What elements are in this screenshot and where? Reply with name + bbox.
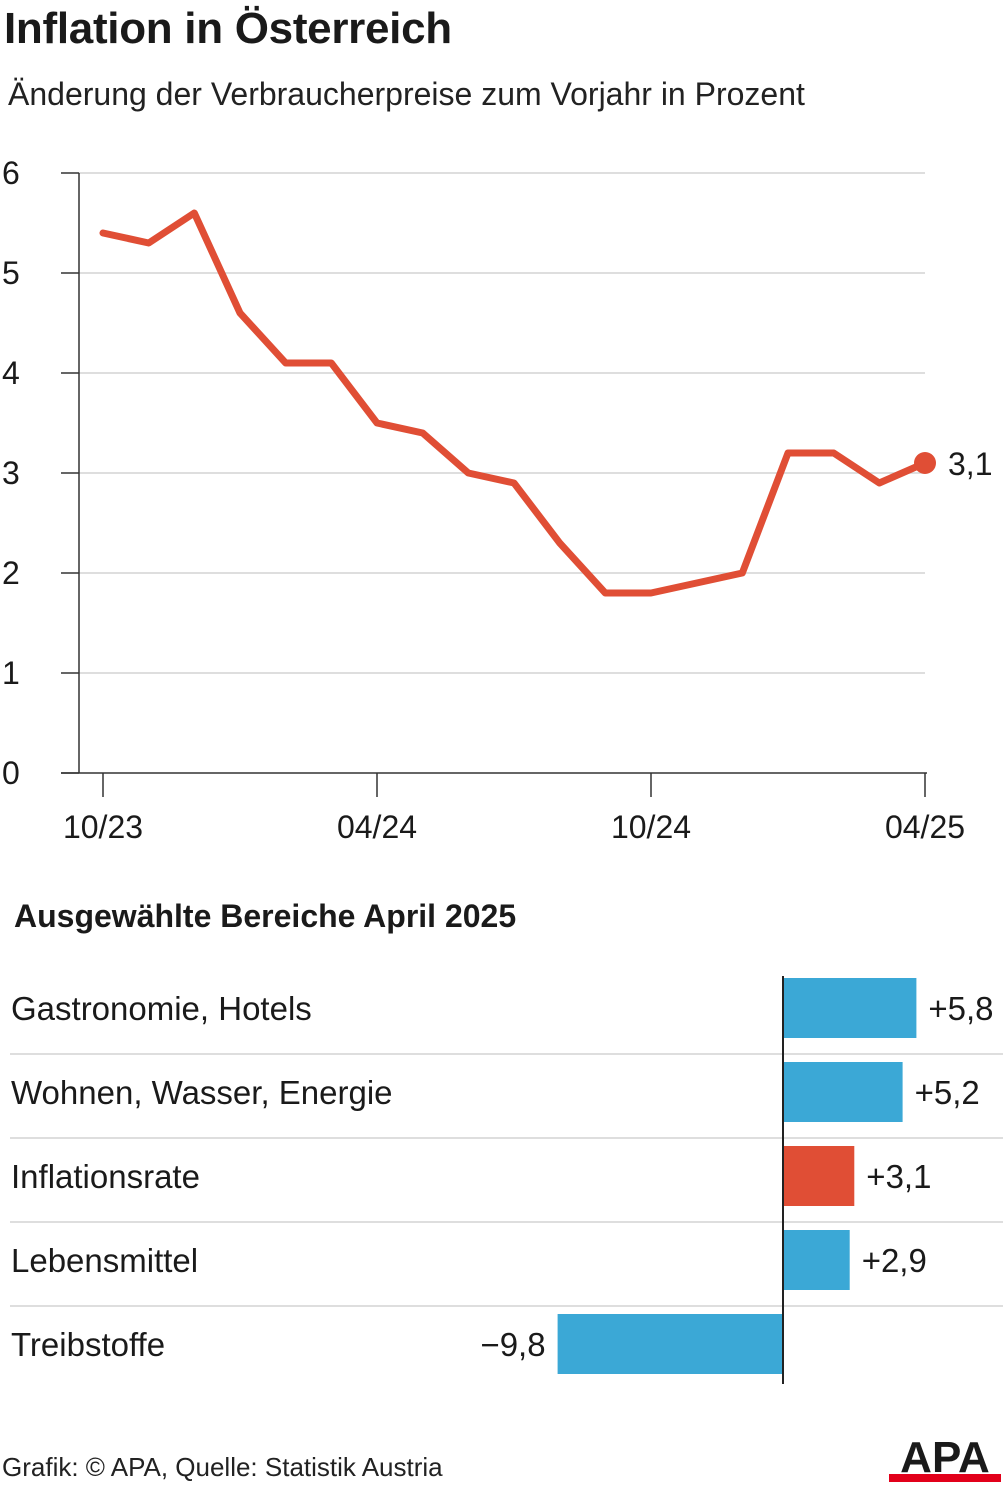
y-tick-label: 3 bbox=[2, 455, 20, 491]
y-tick-label: 4 bbox=[2, 355, 20, 391]
bar-category-label: Wohnen, Wasser, Energie bbox=[11, 1074, 393, 1111]
bar bbox=[557, 1314, 783, 1374]
y-tick-label: 0 bbox=[2, 755, 20, 791]
bar-chart: Gastronomie, Hotels +5,8 Wohnen, Wasser, E… bbox=[10, 976, 1003, 1384]
bar bbox=[783, 1146, 855, 1206]
end-value-label: 3,1 bbox=[948, 446, 992, 482]
bar bbox=[783, 1062, 903, 1122]
bar-value-label: +5,2 bbox=[915, 1074, 980, 1111]
x-tick-label: 04/25 bbox=[885, 809, 965, 845]
bar-category-label: Lebensmittel bbox=[11, 1242, 198, 1279]
bar-section-title: Ausgewählte Bereiche April 2025 bbox=[14, 898, 517, 934]
bar-category-label: Inflationsrate bbox=[11, 1158, 200, 1195]
apa-logo-bar bbox=[889, 1474, 1001, 1482]
y-tick-label: 2 bbox=[2, 555, 20, 591]
x-tick-label: 10/24 bbox=[611, 809, 691, 845]
y-tick-label: 1 bbox=[2, 655, 20, 691]
bar-category-label: Treibstoffe bbox=[11, 1326, 165, 1363]
y-tick-label: 6 bbox=[2, 155, 20, 191]
chart-subtitle: Änderung der Verbraucherpreise zum Vorja… bbox=[8, 76, 805, 112]
line-chart: 0 1 2 3 4 5 6 10/23 04/24 10/24 04/25 3,1 bbox=[2, 155, 992, 845]
apa-logo: APA bbox=[889, 1436, 1001, 1482]
x-tick-label: 04/24 bbox=[337, 809, 417, 845]
chart-title: Inflation in Österreich bbox=[4, 4, 452, 53]
x-tick-label: 10/23 bbox=[63, 809, 143, 845]
bar-value-label: −9,8 bbox=[480, 1326, 545, 1363]
bar-category-label: Gastronomie, Hotels bbox=[11, 990, 312, 1027]
bar bbox=[783, 978, 917, 1038]
end-point-marker bbox=[914, 452, 936, 474]
y-tick-label: 5 bbox=[2, 255, 20, 291]
inflation-line bbox=[99, 209, 929, 597]
source-credit: Grafik: © APA, Quelle: Statistik Austria bbox=[2, 1452, 443, 1482]
bar-value-label: +5,8 bbox=[928, 990, 993, 1027]
bar bbox=[783, 1230, 850, 1290]
bar-value-label: +2,9 bbox=[862, 1242, 927, 1279]
bar-value-label: +3,1 bbox=[866, 1158, 931, 1195]
